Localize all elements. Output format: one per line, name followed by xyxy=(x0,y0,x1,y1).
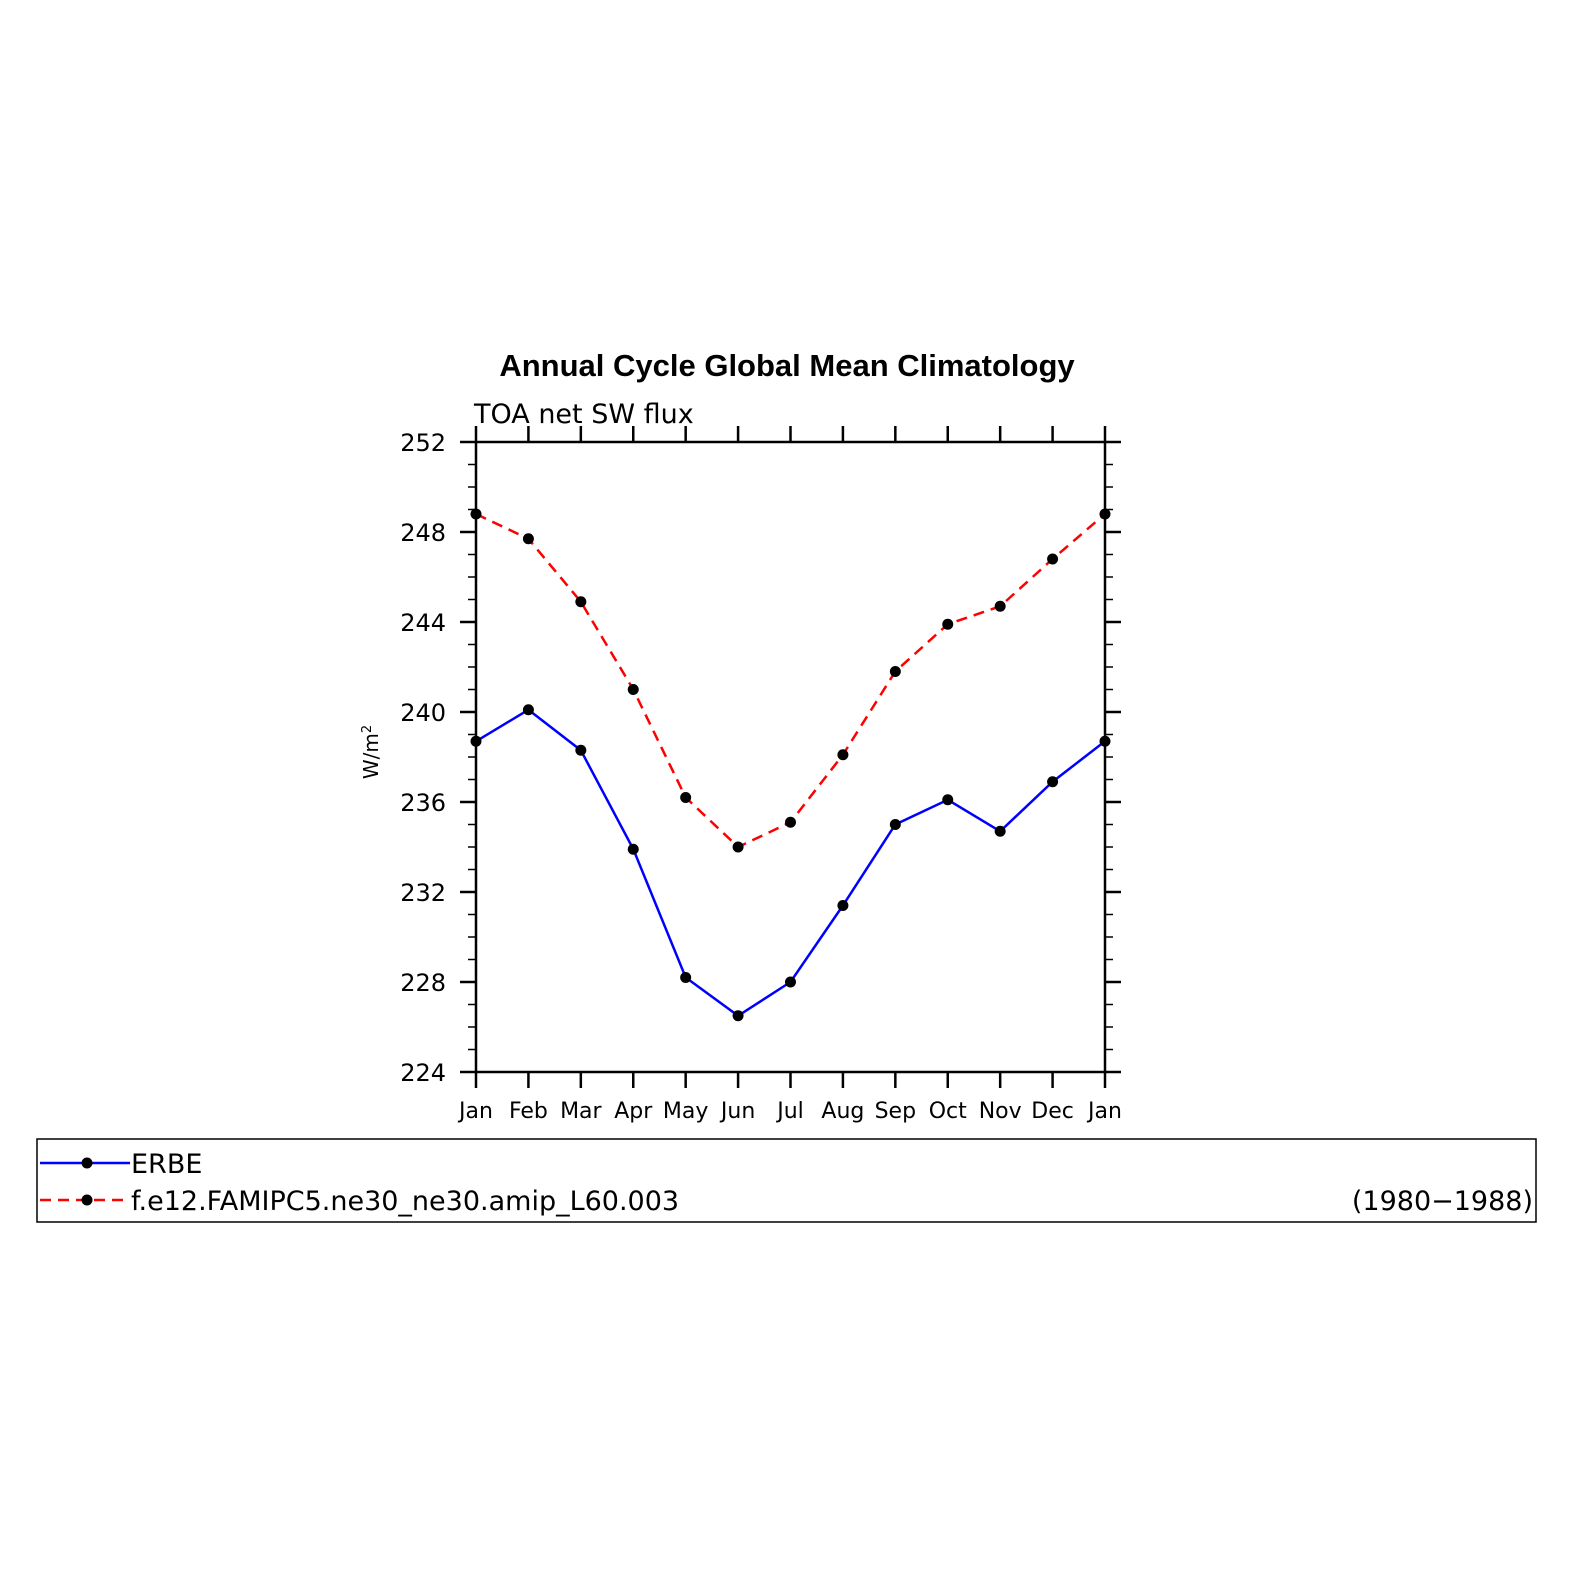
legend-marker-model xyxy=(81,1194,93,1206)
series-1-point xyxy=(1099,508,1111,520)
legend: ERBE f.e12.FAMIPC5.ne30_ne30.amip_L60.00… xyxy=(36,1138,1537,1223)
legend-border xyxy=(36,1138,1537,1223)
y-tick-label: 252 xyxy=(400,429,446,457)
y-tick-label: 248 xyxy=(400,519,446,547)
x-tick-label: Aug xyxy=(821,1099,864,1124)
series-1-point xyxy=(575,596,587,608)
x-tick-label: Jan xyxy=(1086,1099,1122,1124)
series-line-1 xyxy=(475,512,1106,849)
x-tick-label: Jun xyxy=(719,1099,755,1124)
series-0-point xyxy=(732,1010,744,1022)
series-1-point xyxy=(994,600,1006,612)
y-tick-label: 240 xyxy=(400,699,446,727)
series-0-point xyxy=(994,825,1006,837)
x-tick-label: May xyxy=(663,1099,708,1124)
series-0-point xyxy=(1047,776,1059,788)
series-line-0 xyxy=(475,708,1106,1018)
x-tick-label: Jul xyxy=(775,1099,804,1124)
y-tick-label: 236 xyxy=(400,789,446,817)
series-1-point xyxy=(837,749,849,761)
x-tick-label: Feb xyxy=(509,1099,548,1124)
series-0-point xyxy=(785,976,796,988)
x-tick-label: Nov xyxy=(979,1099,1022,1124)
y-tick-label: 228 xyxy=(400,969,446,997)
x-tick-label: Mar xyxy=(560,1099,602,1124)
y-tick-label: 244 xyxy=(400,609,446,637)
series-1-point xyxy=(942,618,954,630)
series-layer xyxy=(470,508,1111,1022)
x-tick-label: Sep xyxy=(875,1099,916,1124)
series-0-point xyxy=(889,819,901,830)
y-tick-label: 232 xyxy=(400,879,446,907)
legend-label-model: f.e12.FAMIPC5.ne30_ne30.amip_L60.003 xyxy=(131,1186,679,1217)
series-0-point xyxy=(942,794,954,806)
series-1-point xyxy=(680,792,692,803)
series-0-point xyxy=(837,900,849,911)
y-axis-label-superscript: 2 xyxy=(360,725,375,733)
series-1-point xyxy=(732,841,744,853)
x-tick-label: Apr xyxy=(614,1099,653,1124)
series-1-point xyxy=(889,666,901,677)
y-axis-label: W/m2 xyxy=(359,725,383,779)
series-0-point xyxy=(680,972,692,983)
series-0-point xyxy=(522,704,534,716)
series-0-point xyxy=(575,744,587,756)
legend-marker-erbe xyxy=(81,1157,93,1169)
chart-title: Annual Cycle Global Mean Climatology xyxy=(499,348,1075,383)
plot-axes xyxy=(460,426,1121,1088)
x-tick-label: Dec xyxy=(1031,1099,1074,1124)
series-1-point xyxy=(470,508,482,520)
y-axis-label-unit: W/m xyxy=(359,733,383,779)
x-tick-label: Jan xyxy=(457,1099,493,1124)
series-1-point xyxy=(627,684,639,695)
y-tick-label: 224 xyxy=(400,1059,446,1087)
x-tick-labels: Jan Feb Mar Apr May Jun Jul Aug Sep Oct Nov Dec Jan xyxy=(457,1099,1122,1124)
series-1-point xyxy=(522,533,534,545)
chart-subtitle: TOA net SW flux xyxy=(473,399,694,430)
series-0-point xyxy=(1099,735,1111,747)
legend-label-erbe: ERBE xyxy=(131,1149,202,1180)
series-1-point xyxy=(785,816,796,828)
series-0-point xyxy=(470,735,482,747)
y-tick-labels: 224 228 232 236 240 244 248 252 xyxy=(400,429,446,1087)
x-tick-label: Oct xyxy=(929,1099,967,1124)
series-0-point xyxy=(627,843,639,855)
series-1-point xyxy=(1047,553,1059,565)
legend-period-note: (1980−1988) xyxy=(1352,1186,1533,1217)
